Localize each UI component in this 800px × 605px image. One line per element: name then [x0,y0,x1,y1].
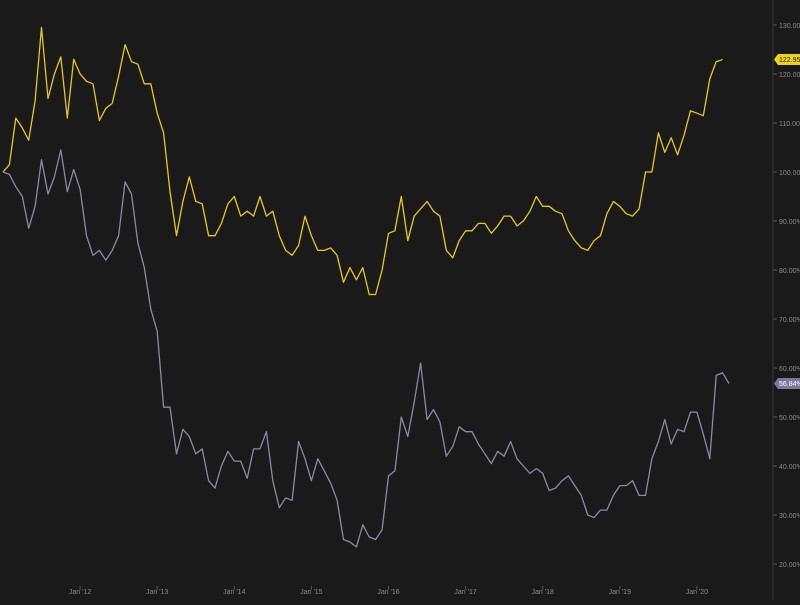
x-tick-label: Jan '15 [300,589,322,596]
y-tick-label: 30.00% [779,513,800,520]
x-tick-label: Jan '20 [686,589,708,596]
y-tick-label: 70.00% [779,317,800,324]
y-tick-label: 50.00% [779,415,800,422]
y-tick-label: 130.00% [779,23,800,30]
y-axis: 130.00% 120.00% 110.00% 100.00% 90.00% 80.00%… [772,0,800,600]
series-line-1 [2,26,723,296]
x-tick-label: Jan '18 [532,589,554,596]
y-tick-label: 110.00% [779,121,800,128]
value-badge [774,54,800,66]
y-tick-label: 100.00% [779,170,800,177]
y-tick-label: 90.00% [779,219,800,226]
x-tick-label: Jan '14 [223,589,245,596]
value-badge [774,377,800,389]
x-tick-label: Jan '19 [609,589,631,596]
series-line-2 [2,149,730,548]
value-badge-label: 122.95% [779,57,800,64]
end-value-labels: 122.95% 56.84% [774,54,800,389]
y-tick-label: 80.00% [779,268,800,275]
y-tick-label: 20.00% [779,562,800,569]
value-badge-label: 56.84% [779,381,800,388]
y-tick-label: 60.00% [779,366,800,373]
series-group [2,26,730,548]
x-tick-label: Jan '16 [377,589,399,596]
x-tick-label: Jan '17 [454,589,476,596]
x-tick-label: Jan '13 [146,589,168,596]
x-axis: Jan '12 Jan '13 Jan '14 Jan '15 Jan '16 Jan '… [69,586,708,596]
x-tick-label: Jan '12 [69,589,91,596]
y-tick-label: 120.00% [779,72,800,79]
y-tick-label: 40.00% [779,464,800,471]
